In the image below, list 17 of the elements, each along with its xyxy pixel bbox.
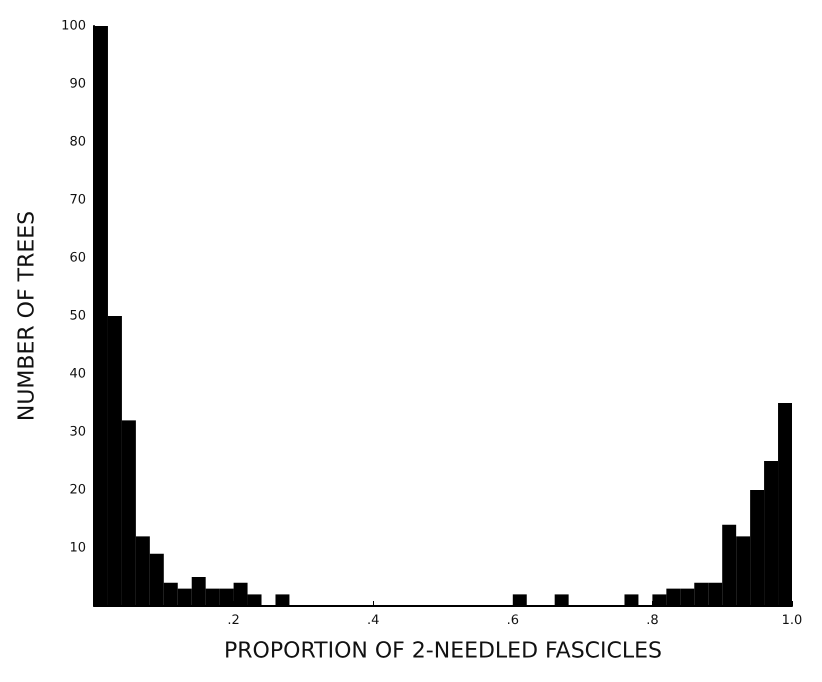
x-tick-label: .2 — [227, 613, 240, 628]
x-axis-title: PROPORTION OF 2-NEEDLED FASCICLES — [224, 638, 662, 664]
y-tick-label: 10 — [69, 540, 86, 556]
y-tick-label: 60 — [69, 250, 86, 266]
y-tick-label: 70 — [69, 192, 86, 208]
y-tick-label: 80 — [69, 134, 86, 150]
x-tick-label: .6 — [506, 613, 520, 628]
y-axis-title: NUMBER OF TREES — [14, 210, 40, 422]
y-tick-label: 20 — [69, 482, 86, 498]
y-tick-label: 100 — [61, 18, 86, 34]
x-tick-label: 1.0 — [782, 613, 802, 628]
y-tick-label: 50 — [69, 308, 86, 324]
x-tick-label: .8 — [646, 613, 659, 628]
y-tick-label: 90 — [69, 76, 86, 92]
x-tick-label: .4 — [366, 613, 380, 628]
y-tick-label: 30 — [69, 424, 86, 440]
y-tick-label: 40 — [69, 366, 86, 382]
